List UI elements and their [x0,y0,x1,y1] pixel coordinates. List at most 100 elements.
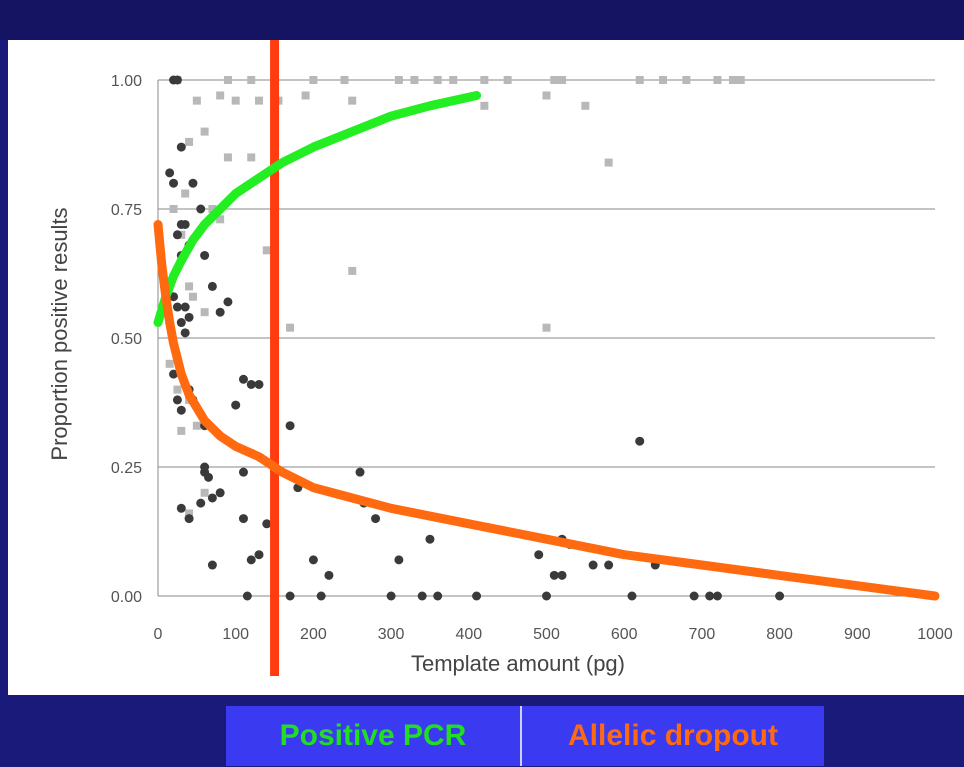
data-point-circle [231,400,241,410]
data-point-circle [207,560,217,570]
data-point-square [188,292,197,301]
data-point-square [728,76,737,84]
data-point-circle [215,307,225,317]
data-point-square [181,189,190,198]
data-point-circle [627,591,637,601]
data-point-square [185,137,194,146]
data-point-square [192,96,201,105]
data-point-circle [196,498,206,508]
data-point-circle [215,488,225,498]
data-point-circle [172,302,182,312]
data-point-square [192,421,201,430]
y-tick-label: 0.75 [111,202,142,219]
data-point-circle [386,591,396,601]
data-point-circle [172,75,182,85]
data-point-circle [604,560,614,570]
data-point-square [165,359,174,368]
legend-allelic-dropout: Allelic dropout [568,719,778,752]
x-tick-label: 1000 [917,626,953,643]
data-point-circle [308,555,318,565]
data-point-circle [775,591,785,601]
data-point-circle [262,519,272,529]
data-point-square [503,76,512,84]
y-tick-label: 0.50 [111,331,142,348]
x-tick-label: 500 [533,626,560,643]
data-point-square [713,76,722,84]
data-point-square [177,426,186,435]
x-tick-label: 100 [222,626,249,643]
data-point-square [449,76,458,84]
data-point-square [550,76,559,84]
data-point-circle [542,591,551,601]
data-point-square [208,205,217,213]
data-point-circle [689,591,699,601]
data-point-circle [557,570,567,580]
data-point-square [348,96,357,105]
data-point-square [185,509,194,518]
data-point-square [216,91,225,100]
data-point-circle [184,514,194,524]
x-tick-label: 400 [455,626,482,643]
annotation-overlays [153,40,940,676]
data-point-square [262,246,271,255]
data-point-square [286,323,295,332]
y-tick-label: 1.00 [111,73,142,90]
data-point-circle [394,555,404,565]
data-point-square [682,76,691,84]
data-point-circle [169,369,179,379]
data-point-circle [176,503,186,513]
y-tick-label: 0.25 [111,460,142,477]
data-point-circle [207,493,217,503]
data-point-circle [588,560,598,570]
data-point-circle [254,550,264,560]
data-point-square [659,76,668,84]
data-point-circle [534,550,544,560]
data-point-circle [196,204,206,214]
data-point-square [558,76,567,84]
data-point-circle [172,230,182,240]
data-point-square [223,76,232,84]
x-tick-label: 300 [378,626,405,643]
data-point-square [185,282,194,291]
data-point-circle [246,379,256,389]
data-point-circle [254,379,264,389]
data-point-circle [417,591,427,601]
data-point-circle [200,250,210,260]
data-point-square [200,488,209,497]
x-tick-label: 800 [766,626,793,643]
x-tick-label: 900 [844,626,871,643]
data-point-square [301,91,310,100]
data-point-circle [238,374,248,384]
x-tick-label: 700 [689,626,716,643]
data-point-square [604,158,613,167]
data-point-circle [549,570,559,580]
y-axis-label: Proportion positive results [47,207,72,460]
data-point-circle [425,534,435,544]
x-tick-label: 200 [300,626,327,643]
data-point-circle [712,591,722,601]
data-point-circle [184,312,194,322]
data-point-square [394,76,403,84]
x-tick-label: 600 [611,626,638,643]
data-point-circle [176,142,186,152]
data-point-circle [635,436,645,446]
title-band [0,0,964,40]
data-point-square [200,127,209,136]
grid-lines [157,79,935,597]
positive-pcr-curve [153,91,482,327]
data-point-square [542,91,551,100]
data-point-square [433,76,442,84]
x-axis-label: Template amount (pg) [411,651,625,676]
data-point-square [309,76,318,84]
data-point-square [169,205,178,213]
scatter-chart: 0.00 0.25 0.50 0.75 1.00 0 100 200 300 400 500 600 7… [47,40,953,676]
data-point-square [255,96,264,105]
data-point-circle [433,591,443,601]
legend-positive-pcr: Positive PCR [226,706,522,766]
data-point-circle [188,178,198,188]
chart-panel: 0.00 0.25 0.50 0.75 1.00 0 100 200 300 400 500 600 7… [8,40,964,695]
data-point-square [581,101,590,110]
data-point-square [231,96,240,105]
x-tick-label: 0 [154,626,163,643]
data-point-square [480,101,489,110]
